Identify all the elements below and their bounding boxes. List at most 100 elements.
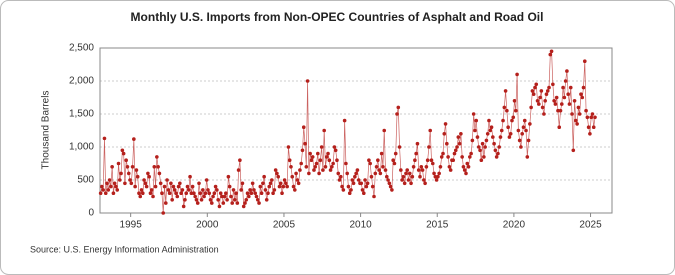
data-point xyxy=(406,178,411,182)
data-point xyxy=(525,155,530,159)
data-point xyxy=(552,99,556,103)
data-point xyxy=(499,128,504,133)
data-point xyxy=(327,158,332,162)
data-point xyxy=(179,191,183,195)
data-point xyxy=(301,125,306,129)
y-tick-label: 0 xyxy=(88,208,94,219)
data-point xyxy=(419,165,424,169)
data-point xyxy=(574,118,578,123)
data-point xyxy=(153,184,158,189)
data-point xyxy=(226,174,231,179)
data-point xyxy=(363,178,367,182)
data-point xyxy=(568,85,573,90)
y-axis-label: Thousand Barrels xyxy=(41,91,52,170)
data-point xyxy=(479,158,484,162)
data-point xyxy=(162,184,167,189)
data-point xyxy=(416,168,421,172)
data-point xyxy=(507,135,512,139)
data-point xyxy=(261,181,265,186)
data-point xyxy=(497,145,502,149)
data-point xyxy=(170,198,174,202)
data-point xyxy=(107,178,112,182)
data-point xyxy=(282,178,287,182)
data-point xyxy=(370,184,375,189)
data-point xyxy=(409,181,413,186)
data-point xyxy=(293,188,297,192)
data-point xyxy=(382,128,387,133)
data-point xyxy=(540,105,545,110)
data-point xyxy=(451,158,456,162)
data-point xyxy=(415,141,420,146)
data-point xyxy=(332,145,337,149)
data-point xyxy=(254,194,259,199)
data-point xyxy=(215,188,219,192)
data-point xyxy=(258,184,263,189)
data-point xyxy=(217,204,222,209)
data-point xyxy=(543,99,547,103)
data-point xyxy=(290,174,295,179)
data-point xyxy=(361,191,366,195)
data-point xyxy=(324,155,329,159)
data-point xyxy=(559,102,564,106)
data-point xyxy=(519,145,523,149)
data-point xyxy=(584,108,588,113)
data-point xyxy=(466,165,471,169)
data-point xyxy=(445,141,449,146)
data-point xyxy=(418,174,422,179)
data-point xyxy=(387,181,392,186)
data-point xyxy=(114,184,118,189)
data-point xyxy=(516,128,521,133)
data-point xyxy=(378,171,383,176)
data-point xyxy=(404,171,408,176)
data-point xyxy=(397,145,402,149)
y-tick-label: 1,500 xyxy=(69,109,94,120)
data-point xyxy=(369,174,374,179)
data-point xyxy=(277,184,282,189)
data-point xyxy=(430,161,435,166)
data-point xyxy=(400,178,404,182)
data-point xyxy=(475,135,480,139)
data-point xyxy=(207,191,212,195)
data-point xyxy=(503,89,508,93)
data-point xyxy=(140,191,145,195)
y-tick-label: 1,000 xyxy=(69,142,94,153)
data-point xyxy=(590,112,595,116)
x-tick-label: 2020 xyxy=(503,220,526,231)
data-point xyxy=(105,181,109,186)
data-point xyxy=(284,181,288,186)
data-point xyxy=(452,151,457,156)
data-point xyxy=(496,151,500,156)
data-point xyxy=(586,125,591,129)
data-point xyxy=(161,211,166,215)
data-point xyxy=(287,158,292,162)
data-point xyxy=(391,158,395,162)
data-point xyxy=(575,122,579,126)
data-point xyxy=(549,49,554,54)
data-point xyxy=(570,112,574,116)
data-point xyxy=(300,148,305,153)
data-point xyxy=(384,174,389,179)
data-point xyxy=(344,161,348,166)
data-point xyxy=(143,181,148,186)
data-point xyxy=(188,174,192,179)
data-point xyxy=(245,191,250,195)
data-point xyxy=(577,112,582,116)
data-point xyxy=(557,125,562,129)
data-point xyxy=(165,178,169,182)
data-point xyxy=(270,178,274,182)
data-point xyxy=(250,181,255,186)
data-point xyxy=(263,188,268,192)
data-point xyxy=(501,118,505,123)
data-point xyxy=(576,105,581,110)
data-point xyxy=(316,151,320,156)
data-point xyxy=(529,105,533,110)
data-point xyxy=(427,145,431,149)
data-point xyxy=(436,174,440,179)
data-point xyxy=(280,191,284,195)
data-point xyxy=(125,165,130,169)
data-point xyxy=(355,168,360,172)
data-point xyxy=(312,168,316,172)
data-point xyxy=(333,148,338,153)
data-point xyxy=(321,168,325,172)
data-point xyxy=(305,79,310,83)
